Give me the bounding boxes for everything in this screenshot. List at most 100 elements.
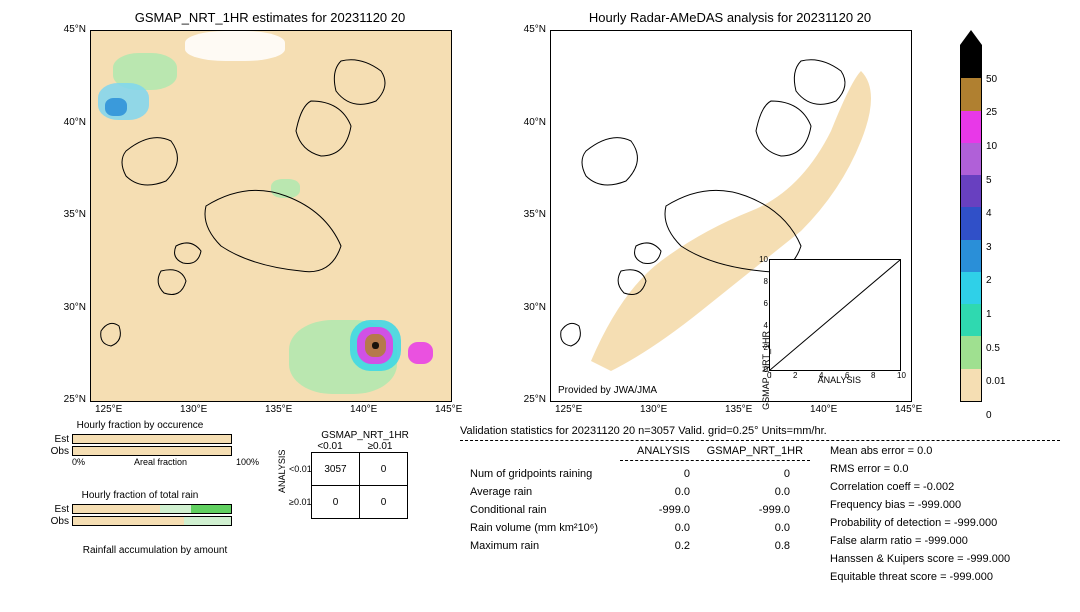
occ-obs-bar (72, 446, 232, 456)
y-tick: 25°N (510, 394, 546, 405)
validation-right-stat: Mean abs error = 0.0 (830, 445, 932, 457)
precip-blob (105, 98, 127, 117)
rainfall-accum-title: Rainfall accumulation by amount (55, 545, 255, 558)
precip-blob (372, 342, 379, 349)
x-tick: 125°E (555, 404, 582, 415)
inset-xtick: 4 (819, 371, 823, 380)
colorbar-tick: 25 (986, 107, 997, 118)
colorbar-top-triangle (960, 30, 982, 46)
cont-cell-11: 0 (360, 486, 408, 519)
y-tick: 30°N (50, 302, 86, 313)
validation-right-stat: False alarm ratio = -999.000 (830, 535, 968, 547)
cont-cell-01: 0 (360, 453, 408, 486)
colorbar-segment (961, 78, 981, 110)
rainfall-accum-label: Rainfall accumulation by amount (55, 545, 255, 556)
bar-segment (191, 505, 231, 513)
colorbar-segment (961, 336, 981, 368)
y-tick: 40°N (50, 117, 86, 128)
occ-axis-min: 0% (72, 457, 85, 467)
validation-header-underline (460, 440, 1060, 441)
validation-row: Rain volume (mm km²10⁶)0.00.0 (470, 522, 890, 534)
left-map (90, 30, 452, 402)
colorbar-tick: 50 (986, 74, 997, 85)
inset-xlabel: ANALYSIS (818, 375, 861, 385)
bar-segment (73, 517, 184, 525)
bar-segment (160, 505, 192, 513)
precip-blob (271, 179, 300, 198)
validation-header: Validation statistics for 20231120 20 n=… (460, 425, 1060, 437)
colorbar-tick: 3 (986, 242, 992, 253)
cont-col-1: ≥0.01 (355, 441, 405, 452)
occ-obs-label: Obs (45, 446, 72, 457)
y-tick: 40°N (510, 117, 546, 128)
contingency-table: GSMAP_NRT_1HR <0.01 ≥0.01 ANALYSIS <0.01… (275, 430, 425, 519)
cont-row-1: ≥0.01 (289, 497, 311, 507)
colorbar-tick: 0 (986, 410, 992, 421)
validation-row: Conditional rain-999.0-999.0 (470, 504, 890, 516)
val-col-0: ANALYSIS (620, 445, 690, 457)
cont-row-0: <0.01 (289, 464, 311, 474)
tot-est-label: Est (45, 504, 72, 515)
inset-ytick: 2 (756, 343, 768, 352)
validation-right-stat: Hanssen & Kuipers score = -999.000 (830, 553, 1010, 565)
occ-est-bar (72, 434, 232, 444)
contingency-row-title: ANALYSIS (277, 479, 287, 493)
colorbar-segment (961, 207, 981, 239)
y-tick: 45°N (510, 24, 546, 35)
occ-axis-max: 100% (236, 457, 259, 467)
validation-row: Maximum rain0.20.8 (470, 540, 890, 552)
x-tick: 145°E (435, 404, 462, 415)
validation-right-stat: RMS error = 0.0 (830, 463, 909, 475)
x-tick: 135°E (265, 404, 292, 415)
right-map: Provided by JWA/JMA ANALYSIS GSMAP_NRT_1… (550, 30, 912, 402)
precip-blob (185, 31, 286, 61)
validation-col-underline (620, 460, 810, 461)
validation-col-headers: ANALYSIS GSMAP_NRT_1HR (620, 445, 803, 457)
occ-est-label: Est (45, 434, 72, 445)
cont-col-0: <0.01 (305, 441, 355, 452)
contingency-col-title: GSMAP_NRT_1HR (305, 430, 425, 441)
validation-right-stat: Probability of detection = -999.000 (830, 517, 997, 529)
right-map-title: Hourly Radar-AMeDAS analysis for 2023112… (550, 10, 910, 25)
validation-right-stat: Correlation coeff = -0.002 (830, 481, 954, 493)
tot-obs-bar (72, 516, 232, 526)
colorbar-segment (961, 369, 981, 401)
precip-blob (408, 342, 433, 364)
inset-ytick: 4 (756, 321, 768, 330)
val-col-1: GSMAP_NRT_1HR (693, 445, 803, 457)
colorbar-segment (961, 272, 981, 304)
validation-right-stat: Frequency bias = -999.000 (830, 499, 961, 511)
colorbar-segment (961, 143, 981, 175)
x-tick: 135°E (725, 404, 752, 415)
colorbar-segment (961, 111, 981, 143)
colorbar-tick: 5 (986, 175, 992, 186)
colorbar-segment (961, 240, 981, 272)
inset-xtick: 10 (897, 371, 906, 380)
hourly-fraction-occurrence: Hourly fraction by occurence Est Obs 0% … (45, 420, 235, 467)
colorbar-tick: 2 (986, 275, 992, 286)
colorbar-segment (961, 304, 981, 336)
x-tick: 140°E (810, 404, 837, 415)
y-tick: 35°N (50, 209, 86, 220)
x-tick: 125°E (95, 404, 122, 415)
inset-xtick: 6 (845, 371, 849, 380)
validation-row: Num of gridpoints raining00 (470, 468, 890, 480)
tot-obs-label: Obs (45, 516, 72, 527)
validation-right-stat: Equitable threat score = -999.000 (830, 571, 993, 583)
left-map-title: GSMAP_NRT_1HR estimates for 20231120 20 (90, 10, 450, 25)
mini-bar-title-2: Hourly fraction of total rain (45, 490, 235, 501)
bar-segment (73, 505, 160, 513)
y-tick: 45°N (50, 24, 86, 35)
inset-xtick: 8 (871, 371, 875, 380)
hourly-fraction-total: Hourly fraction of total rain Est Obs (45, 490, 235, 527)
tot-est-bar (72, 504, 232, 514)
y-tick: 35°N (510, 209, 546, 220)
x-tick: 145°E (895, 404, 922, 415)
cont-cell-00: 3057 (312, 453, 360, 486)
x-tick: 130°E (180, 404, 207, 415)
colorbar-segment (961, 46, 981, 78)
cont-cell-10: 0 (312, 486, 360, 519)
inset-scatter (769, 259, 901, 371)
bar-segment (184, 517, 231, 525)
inset-ytick: 8 (756, 277, 768, 286)
